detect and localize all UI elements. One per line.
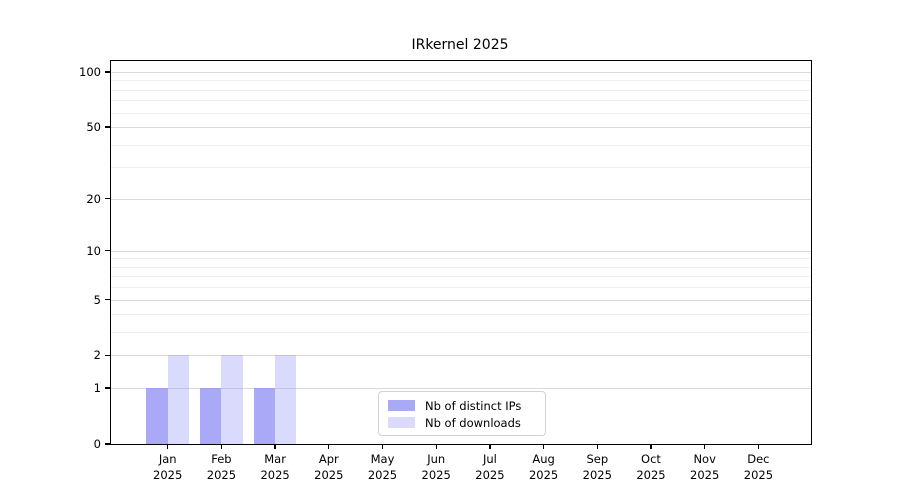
y-minor-gridline [111,144,811,146]
legend-label-distinct-ips: Nb of distinct IPs [425,398,522,413]
y-tick [104,71,110,73]
x-tick-label: Dec 2025 [743,452,774,482]
x-tick [220,444,223,449]
y-major-gridline [111,299,811,301]
bar-downloads [221,355,243,444]
y-minor-gridline [111,258,811,260]
x-tick [542,444,545,449]
x-tick-label: Apr 2025 [314,452,344,482]
y-tick-label: 2 [93,348,101,363]
y-major-gridline [111,355,811,357]
x-tick [596,444,598,449]
bar-distinct-ips [253,388,276,444]
legend: Nb of distinct IPs Nb of downloads [378,391,546,436]
y-tick-label: 10 [86,243,101,258]
bar-distinct-ips [200,388,222,444]
legend-item-distinct-ips: Nb of distinct IPs [388,399,536,413]
x-tick-label: Nov 2025 [690,452,720,482]
x-tick [167,444,169,449]
x-tick-label: May 2025 [367,452,398,482]
y-minor-gridline [111,266,811,268]
y-minor-gridline [111,80,811,82]
y-tick [104,443,110,445]
plot-area: 0 1 2 5 10 20 50 100 Jan 2025 Feb 2025 Mar 2025 Apr… [79,60,812,482]
y-tick [104,250,110,252]
y-major-gridline [111,72,811,73]
y-major-gridline [111,198,811,200]
x-tick-label: Jun 2025 [421,452,451,482]
y-minor-gridline [111,276,811,278]
x-tick [650,444,652,449]
x-tick-label: Feb 2025 [206,452,237,482]
x-tick-label: Jan 2025 [153,452,183,482]
x-tick [704,444,706,449]
y-minor-gridline [111,287,811,289]
chart-title: IRkernel 2025 [411,37,509,53]
y-minor-gridline [111,332,811,334]
y-tick-label: 50 [86,120,101,135]
x-tick-label: Aug 2025 [528,452,559,482]
x-tick [274,444,276,449]
y-tick-label: 100 [79,65,101,79]
y-tick [104,354,110,357]
legend-label-downloads: Nb of downloads [425,415,521,430]
x-tick-label: Oct 2025 [636,452,666,482]
x-tick-label: Mar 2025 [260,452,290,482]
y-tick-label: 5 [93,292,101,307]
y-minor-gridline [111,89,811,91]
bar-downloads [167,355,189,444]
y-major-gridline [111,250,811,252]
y-minor-gridline [111,112,811,114]
x-tick-label: Sep 2025 [582,452,612,482]
y-major-gridline [111,127,811,129]
y-minor-gridline [111,100,811,102]
x-tick [489,444,491,449]
bar-downloads [275,355,297,444]
legend-swatch-distinct-ips [388,400,415,411]
y-tick-label: 20 [86,191,101,206]
y-minor-gridline [111,314,811,316]
y-tick [104,298,110,301]
x-tick-label: Jul 2025 [475,452,505,482]
x-tick [328,444,330,449]
x-tick [381,444,384,449]
legend-item-downloads: Nb of downloads [388,416,536,430]
x-tick [435,444,437,449]
bar-distinct-ips [146,388,168,444]
y-tick [104,126,110,128]
legend-swatch-downloads [388,417,415,428]
y-major-gridline [111,388,811,390]
y-tick [104,197,110,200]
y-tick [104,387,110,389]
y-tick-label: 0 [93,437,101,451]
x-tick [757,444,760,449]
y-minor-gridline [111,167,811,169]
y-tick-label: 1 [93,381,101,396]
